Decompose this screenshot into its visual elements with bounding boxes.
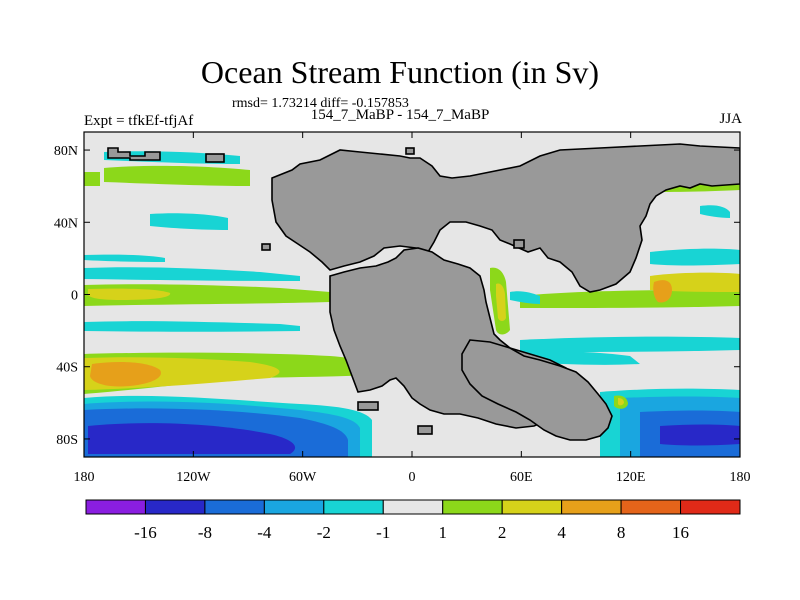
- colorbar-swatch: [501, 499, 563, 515]
- contour-band-minus-1-inlet: [510, 291, 540, 304]
- rmsd-diff-stats: rmsd= 1.73214 diff= -0.157853: [232, 96, 409, 111]
- case-label: 154_7_MaBP - 154_7_MaBP: [310, 107, 490, 123]
- lat-tick-label: 0: [71, 289, 78, 304]
- contour-band-plus-4-south: [90, 362, 161, 387]
- colorbar-swatch: [442, 499, 503, 515]
- colorbar-label: 4: [557, 523, 566, 542]
- colorbar-label: -8: [198, 523, 212, 542]
- contour-band-minus-1-north2: [150, 213, 228, 230]
- colorbar-label: 16: [672, 523, 689, 542]
- contour-band-minus-1-eq2: [84, 321, 300, 332]
- colorbar-swatch: [204, 499, 265, 515]
- contour-band-plus-1-north: [104, 165, 250, 186]
- contour-band-minus-1-npac: [700, 205, 730, 218]
- contour-band-minus-1-eq: [84, 267, 300, 281]
- lon-tick-label: 60E: [510, 470, 533, 485]
- lat-tick-label: 80S: [56, 433, 78, 448]
- lon-tick-label: 120W: [176, 470, 211, 485]
- contour-band-minus-1-west: [84, 254, 165, 262]
- colorbar-swatch: [561, 499, 622, 515]
- lat-tick-label: 80N: [54, 144, 78, 159]
- land-north-islands: [107, 147, 161, 161]
- contour-band-plus-1-nw: [84, 172, 100, 186]
- colorbar-label: 8: [617, 523, 626, 542]
- colorbar-swatch: [382, 499, 444, 515]
- colorbar-label: 2: [498, 523, 507, 542]
- contour-band-minus-8-se: [660, 424, 740, 446]
- lat-tick-label: 40N: [54, 216, 78, 231]
- contour-band-plus-4-epac: [653, 280, 672, 303]
- colorbar-label: 1: [438, 523, 447, 542]
- lon-tick-label: 180: [74, 470, 95, 485]
- land-laurasia: [271, 143, 740, 293]
- lon-tick-label: 0: [409, 470, 416, 485]
- lon-tick-label: 180: [730, 470, 751, 485]
- colorbar-swatch: [263, 499, 325, 515]
- colorbar-label: -1: [376, 523, 390, 542]
- colorbar: -16 -8 -4 -2 -1 1 2 4 8 16: [85, 499, 741, 542]
- land-island-2: [405, 147, 415, 155]
- contour-band-minus-1-epac: [650, 248, 740, 266]
- lon-tick-label: 60W: [289, 470, 317, 485]
- colorbar-label: -4: [257, 523, 272, 542]
- land-island-1: [261, 243, 271, 251]
- land-island-5: [205, 153, 225, 163]
- contour-band-plus-2-inlet: [496, 283, 506, 321]
- contour-band-plus-2-epac: [650, 272, 740, 292]
- contour-band-plus-1-epac: [520, 290, 740, 308]
- land-island-4: [417, 425, 433, 435]
- land-masses: [107, 143, 740, 441]
- map-title: Ocean Stream Function (in Sv): [200, 54, 600, 90]
- colorbar-label: -16: [134, 523, 157, 542]
- colorbar-swatch: [323, 499, 384, 515]
- land-southeast: [461, 339, 613, 441]
- map-plot-area: [84, 132, 740, 457]
- contour-band-minus-1-epac2: [520, 336, 740, 352]
- colorbar-swatch: [85, 499, 146, 515]
- land-island-3: [357, 401, 379, 411]
- lon-tick-label: 120E: [616, 470, 646, 485]
- contour-band-plus-4-se: [618, 398, 624, 406]
- colorbar-label: -2: [317, 523, 331, 542]
- lat-tick-label: 40S: [56, 361, 78, 376]
- season-label: JJA: [719, 111, 742, 127]
- contour-fills: [84, 151, 740, 457]
- latitude-axis: 80N 40N 0 40S 80S: [54, 144, 740, 448]
- land-island-6: [513, 239, 525, 249]
- colorbar-swatch: [620, 499, 682, 515]
- colorbar-swatch: [144, 499, 206, 515]
- contour-band-plus-2-eq: [88, 288, 171, 300]
- contour-band-minus-8: [88, 423, 296, 454]
- longitude-axis: 180 120W 60W 0 60E 120E 180: [74, 132, 751, 485]
- colorbar-swatch: [680, 499, 741, 515]
- experiment-label: Expt = tfkEf-tfjAf: [84, 113, 194, 129]
